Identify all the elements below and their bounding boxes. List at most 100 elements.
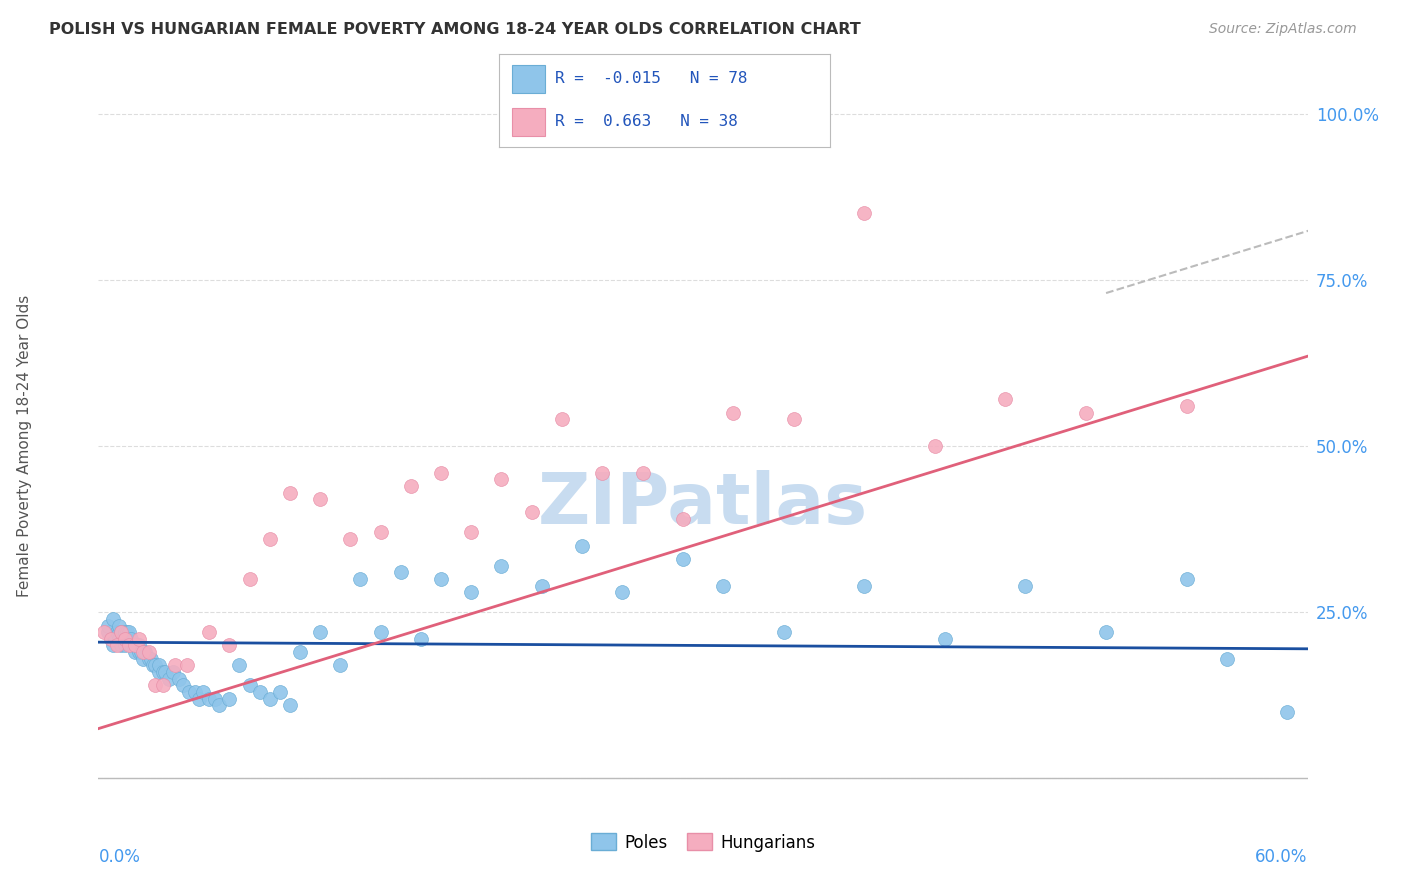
Point	[1175, 399, 1198, 413]
Point	[460, 585, 482, 599]
Point	[128, 639, 150, 653]
Text: 0.0%: 0.0%	[98, 848, 141, 866]
Point	[783, 412, 806, 426]
Point	[1074, 406, 1097, 420]
Point	[120, 639, 142, 653]
Point	[157, 672, 180, 686]
Point	[107, 618, 129, 632]
Point	[105, 639, 128, 653]
Point	[370, 625, 392, 640]
Point	[184, 685, 207, 699]
Text: R =  -0.015   N = 78: R = -0.015 N = 78	[555, 71, 748, 87]
Point	[172, 678, 194, 692]
Point	[132, 652, 155, 666]
Point	[1175, 572, 1198, 586]
Point	[218, 639, 240, 653]
Point	[139, 652, 162, 666]
Point	[138, 645, 160, 659]
Point	[994, 392, 1017, 407]
Point	[278, 698, 301, 713]
Point	[389, 566, 412, 580]
Point	[115, 625, 138, 640]
Point	[278, 485, 301, 500]
Point	[591, 466, 613, 480]
Point	[179, 685, 201, 699]
Point	[176, 658, 198, 673]
Point	[249, 685, 271, 699]
Point	[1277, 705, 1299, 719]
Point	[114, 625, 136, 640]
FancyBboxPatch shape	[512, 108, 546, 136]
Point	[409, 632, 432, 646]
Point	[309, 492, 332, 507]
Point	[93, 625, 115, 640]
Point	[853, 206, 876, 220]
Point	[114, 632, 136, 646]
Point	[491, 472, 513, 486]
Point	[491, 558, 513, 573]
Point	[124, 645, 146, 659]
Point	[143, 678, 166, 692]
Point	[118, 639, 141, 653]
Point	[111, 632, 134, 646]
Point	[152, 678, 174, 692]
Point	[672, 512, 695, 526]
Point	[204, 691, 226, 706]
Point	[138, 652, 160, 666]
Point	[110, 625, 132, 640]
Point	[208, 698, 231, 713]
Point	[110, 625, 132, 640]
Point	[631, 466, 654, 480]
Point	[188, 691, 211, 706]
Point	[101, 639, 124, 653]
Point	[218, 691, 240, 706]
Point	[97, 625, 120, 640]
Point	[460, 525, 482, 540]
Point	[118, 632, 141, 646]
Point	[153, 665, 176, 679]
Point	[97, 618, 120, 632]
Point	[259, 532, 281, 546]
Point	[329, 658, 352, 673]
Text: Source: ZipAtlas.com: Source: ZipAtlas.com	[1209, 22, 1357, 37]
Point	[711, 579, 734, 593]
Point	[571, 539, 593, 553]
Point	[1216, 652, 1239, 666]
Text: 60.0%: 60.0%	[1256, 848, 1308, 866]
FancyBboxPatch shape	[512, 65, 546, 93]
Point	[107, 632, 129, 646]
Point	[100, 632, 122, 646]
Point	[239, 678, 262, 692]
Point	[288, 645, 311, 659]
Point	[120, 632, 142, 646]
Text: POLISH VS HUNGARIAN FEMALE POVERTY AMONG 18-24 YEAR OLDS CORRELATION CHART: POLISH VS HUNGARIAN FEMALE POVERTY AMONG…	[49, 22, 860, 37]
Point	[124, 639, 146, 653]
Point	[239, 572, 262, 586]
Point	[152, 665, 174, 679]
Point	[723, 406, 745, 420]
Point	[349, 572, 371, 586]
Point	[853, 579, 876, 593]
Point	[269, 685, 291, 699]
Point	[121, 639, 143, 653]
Point	[339, 532, 361, 546]
Point	[309, 625, 332, 640]
Point	[128, 645, 150, 659]
Point	[934, 632, 956, 646]
Point	[118, 625, 141, 640]
Point	[370, 525, 392, 540]
Point	[115, 632, 138, 646]
Point	[103, 632, 125, 646]
Point	[125, 639, 148, 653]
Point	[128, 632, 150, 646]
Point	[107, 625, 129, 640]
Point	[148, 658, 170, 673]
Point	[124, 639, 146, 653]
Point	[143, 658, 166, 673]
Point	[520, 506, 543, 520]
Point	[101, 612, 124, 626]
Point	[193, 685, 215, 699]
Text: Female Poverty Among 18-24 Year Olds: Female Poverty Among 18-24 Year Olds	[17, 295, 32, 597]
Point	[530, 579, 553, 593]
Point	[134, 645, 156, 659]
